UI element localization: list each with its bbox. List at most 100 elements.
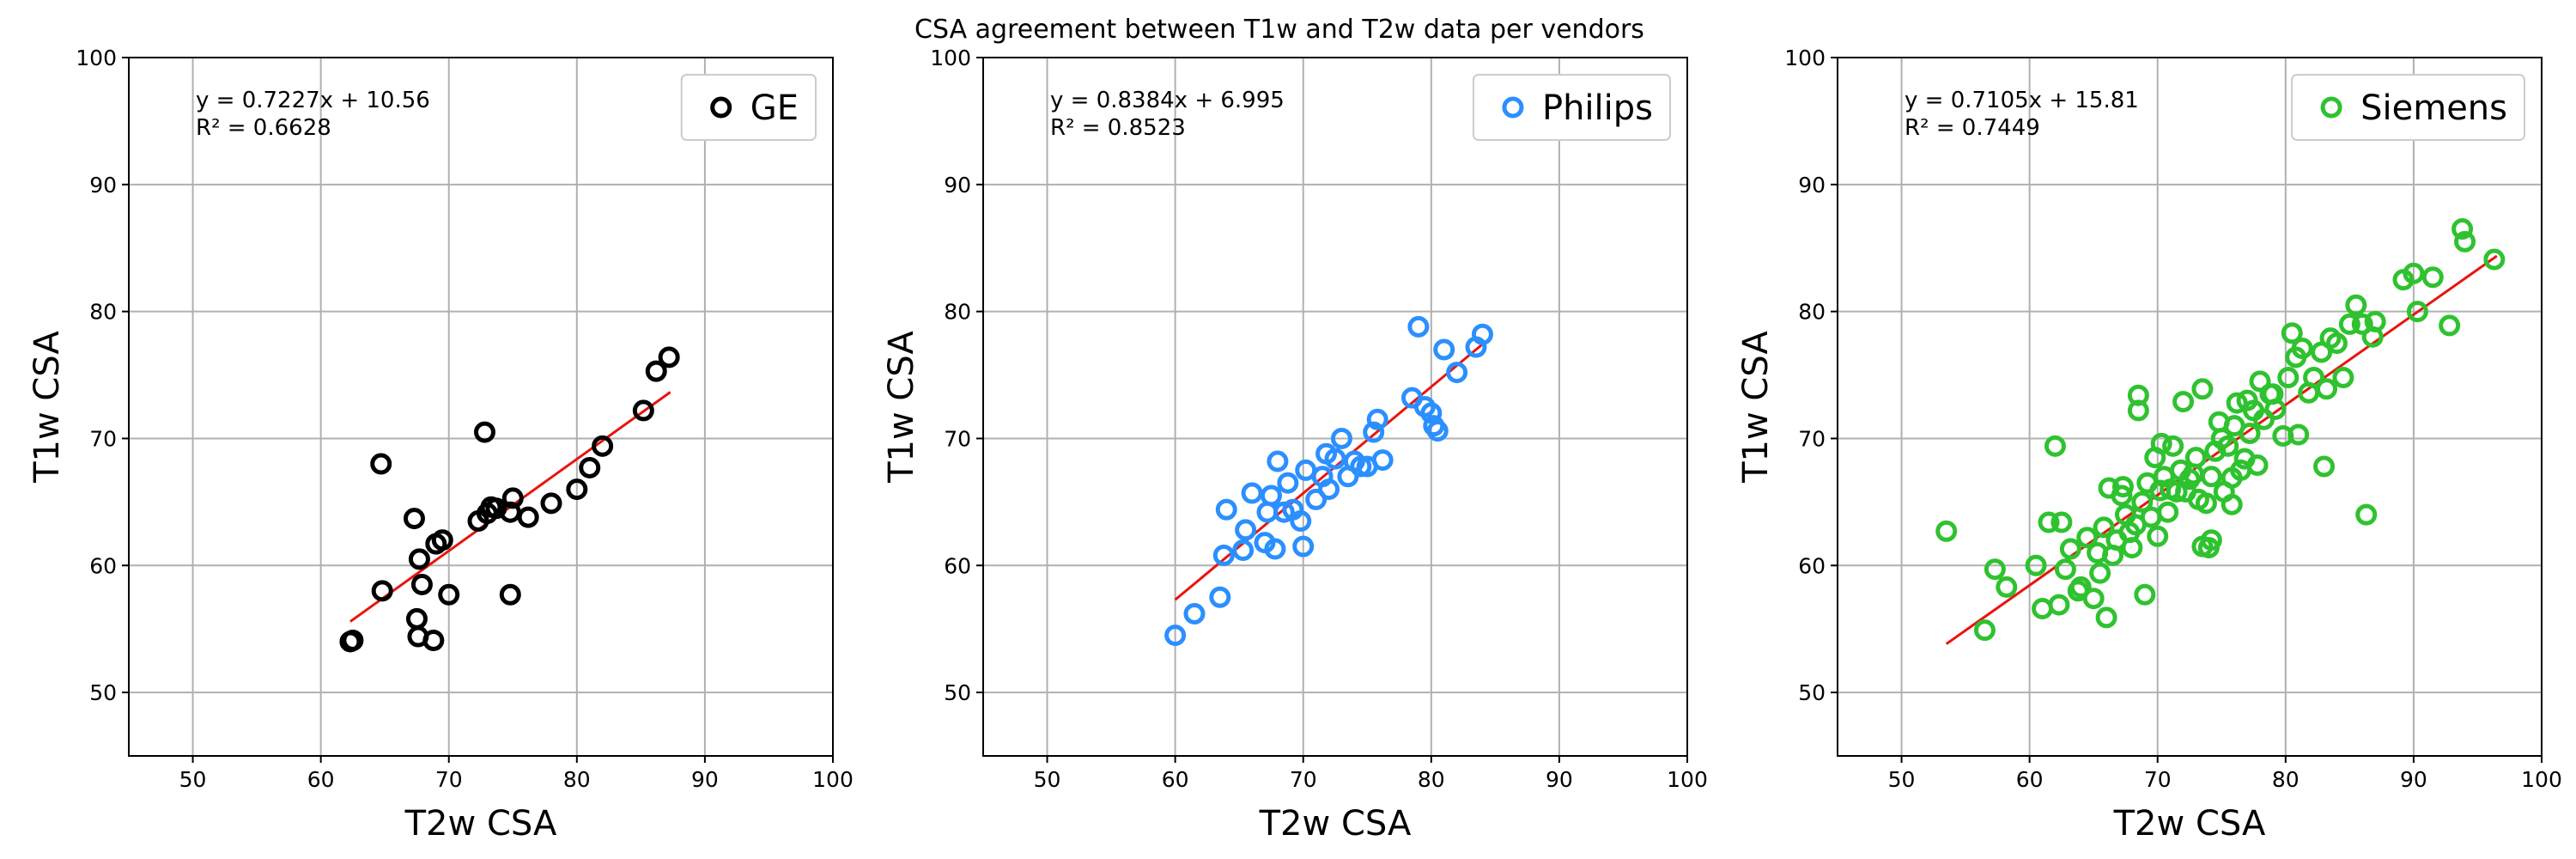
fit-equation: y = 0.7227x + 10.56 bbox=[196, 88, 430, 113]
scatter-point bbox=[1305, 488, 1327, 510]
scatter-point bbox=[2262, 383, 2284, 405]
gridlines bbox=[129, 57, 834, 756]
scatter-point bbox=[1215, 498, 1237, 521]
scatter-point bbox=[2095, 606, 2117, 629]
scatter-point bbox=[2303, 367, 2325, 389]
scatter-point bbox=[2134, 583, 2156, 606]
scatter-point bbox=[2239, 423, 2261, 445]
scatter-point bbox=[2191, 378, 2214, 400]
legend-box bbox=[1472, 74, 1671, 141]
scatter-point bbox=[2406, 301, 2428, 323]
scatter-point bbox=[2191, 535, 2214, 557]
scatter-point bbox=[2166, 481, 2188, 503]
scatter-point bbox=[2184, 447, 2207, 469]
x-tick-label: 60 bbox=[2016, 767, 2044, 792]
x-tick-labels: 50 60 70 80 90 100 bbox=[1888, 756, 2562, 792]
plot-frame bbox=[982, 57, 1688, 757]
scatter-point bbox=[1260, 484, 1282, 507]
scatter-point bbox=[2421, 266, 2444, 289]
scatter-point bbox=[1407, 315, 1430, 338]
fit-equation: y = 0.7105x + 15.81 bbox=[1905, 88, 2139, 113]
scatter-point bbox=[2050, 511, 2073, 533]
x-tick-label: 60 bbox=[307, 767, 335, 792]
scatter-point bbox=[2162, 435, 2184, 457]
scatter-point bbox=[2313, 455, 2336, 478]
x-tick-labels: 50 60 70 80 90 100 bbox=[1034, 756, 1708, 792]
scatter-point bbox=[403, 508, 425, 530]
scatter-point bbox=[658, 346, 680, 369]
scatter-point bbox=[2316, 378, 2338, 400]
scatter-point bbox=[410, 573, 433, 595]
legend-marker bbox=[1502, 96, 1524, 119]
scatter-point bbox=[473, 421, 495, 443]
x-tick-label: 70 bbox=[435, 767, 463, 792]
y-tick-label: 80 bbox=[944, 300, 971, 325]
scatter-point bbox=[2221, 493, 2243, 515]
scatter-point bbox=[1264, 538, 1286, 560]
y-axis-label: T1w CSA bbox=[882, 331, 921, 484]
scatter-point bbox=[501, 487, 524, 509]
scatter-point bbox=[2157, 501, 2179, 523]
scatter-point bbox=[1471, 323, 1493, 345]
x-axis-label: T2w CSA bbox=[1259, 804, 1412, 844]
plot-frame bbox=[128, 57, 834, 757]
y-tick-label: 50 bbox=[944, 680, 971, 705]
scatter-point bbox=[1183, 602, 1206, 624]
data-points bbox=[1935, 218, 2506, 642]
x-tick-label: 100 bbox=[2521, 767, 2562, 792]
scatter-point bbox=[1290, 510, 1312, 533]
scatter-point bbox=[2038, 511, 2060, 533]
scatter-point bbox=[1984, 558, 2006, 581]
scatter-point bbox=[579, 456, 601, 478]
figure-suptitle: CSA agreement between T1w and T2w data p… bbox=[914, 15, 1644, 45]
x-tick-label: 60 bbox=[1162, 767, 1189, 792]
scatter-panel-philips: 50 60 70 80 90 100 50 60 70 80 90 100 T2w CSA T1w … bbox=[882, 46, 1708, 844]
y-tick-label: 60 bbox=[944, 553, 971, 578]
scatter-point bbox=[1232, 539, 1255, 562]
scatter-point bbox=[2338, 313, 2360, 335]
legend: Philips bbox=[1472, 74, 1671, 141]
scatter-point bbox=[1973, 619, 1996, 642]
scatter-point bbox=[1277, 472, 1299, 494]
x-tick-label: 50 bbox=[179, 767, 207, 792]
scatter-point bbox=[1209, 586, 1231, 608]
x-tick-label: 80 bbox=[563, 767, 591, 792]
scatter-point bbox=[2093, 516, 2115, 539]
y-tick-label: 90 bbox=[89, 173, 117, 198]
scatter-point bbox=[1212, 544, 1235, 566]
scatter-point bbox=[1164, 624, 1187, 647]
legend-label: Siemens bbox=[2360, 88, 2507, 128]
scatter-point bbox=[645, 360, 667, 382]
scatter-point bbox=[499, 583, 521, 606]
y-tick-label: 70 bbox=[89, 426, 117, 451]
scatter-point bbox=[2217, 435, 2239, 457]
legend-label: GE bbox=[750, 88, 799, 128]
scatter-point bbox=[1371, 449, 1394, 472]
y-axis-label: T1w CSA bbox=[1736, 331, 1776, 484]
x-axis-label: T2w CSA bbox=[404, 804, 557, 844]
scatter-panel-siemens: 50 60 70 80 90 100 50 60 70 80 90 100 T2w CSA T1w … bbox=[1736, 46, 2562, 844]
scatter-point bbox=[2150, 432, 2172, 454]
y-tick-label: 90 bbox=[944, 173, 971, 198]
y-tick-label: 60 bbox=[89, 553, 117, 578]
legend-box bbox=[680, 74, 817, 141]
scatter-point bbox=[2483, 248, 2506, 271]
scatter-point bbox=[632, 399, 654, 422]
scatter-point bbox=[405, 607, 428, 630]
scatter-point bbox=[2403, 262, 2425, 284]
scatter-point bbox=[2082, 588, 2105, 610]
scatter-point bbox=[2351, 313, 2373, 335]
y-tick-label: 70 bbox=[944, 426, 971, 451]
scatter-point bbox=[2121, 537, 2143, 559]
scatter-point bbox=[370, 453, 392, 475]
scatter-point bbox=[1420, 402, 1443, 424]
scatter-point bbox=[1433, 338, 1455, 361]
fit-equation: y = 0.8384x + 6.995 bbox=[1050, 88, 1285, 113]
y-tick-labels: 50 60 70 80 90 100 bbox=[930, 46, 983, 705]
scatter-point bbox=[2131, 490, 2154, 513]
scatter-point bbox=[540, 492, 562, 515]
y-tick-label: 100 bbox=[930, 46, 971, 70]
scatter-point bbox=[1318, 478, 1340, 501]
scatter-point bbox=[1273, 501, 1295, 523]
